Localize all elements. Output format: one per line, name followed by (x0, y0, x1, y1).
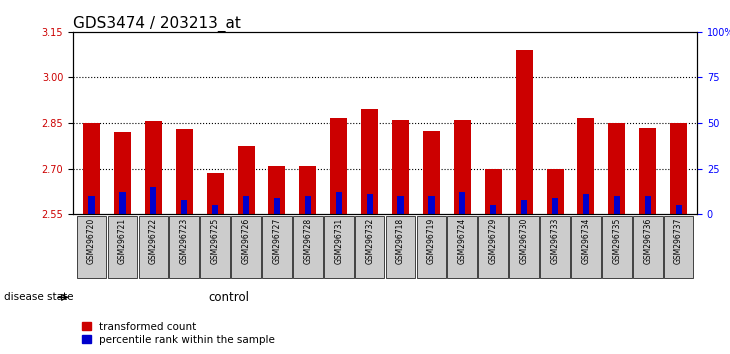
FancyBboxPatch shape (169, 216, 199, 278)
Bar (547, 169, 564, 214)
Bar (299, 166, 316, 214)
Text: GSM296731: GSM296731 (334, 218, 343, 264)
Text: GSM296725: GSM296725 (211, 218, 220, 264)
Bar (212, 205, 218, 214)
FancyBboxPatch shape (602, 216, 631, 278)
Bar (181, 200, 188, 214)
FancyBboxPatch shape (262, 216, 292, 278)
Bar (429, 196, 434, 214)
Text: GSM296737: GSM296737 (674, 218, 683, 264)
Text: GSM296734: GSM296734 (581, 218, 591, 264)
Text: GSM296735: GSM296735 (612, 218, 621, 264)
FancyBboxPatch shape (571, 216, 601, 278)
Bar (88, 196, 95, 214)
FancyBboxPatch shape (385, 216, 415, 278)
Text: GDS3474 / 203213_at: GDS3474 / 203213_at (73, 16, 241, 32)
Text: GSM296723: GSM296723 (180, 218, 189, 264)
FancyBboxPatch shape (77, 216, 107, 278)
Text: GSM296724: GSM296724 (458, 218, 466, 264)
Bar (577, 119, 594, 214)
FancyBboxPatch shape (540, 216, 570, 278)
FancyBboxPatch shape (510, 216, 539, 278)
Bar (119, 192, 126, 214)
Bar (304, 196, 311, 214)
Bar (114, 132, 131, 214)
Text: GSM296728: GSM296728 (304, 218, 312, 264)
Bar (608, 123, 626, 214)
Text: GSM296721: GSM296721 (118, 218, 127, 264)
Bar (515, 50, 533, 214)
Bar (645, 196, 651, 214)
Bar (521, 200, 527, 214)
Bar (237, 146, 255, 214)
FancyBboxPatch shape (447, 216, 477, 278)
Bar (366, 194, 373, 214)
Bar (423, 131, 440, 214)
Bar (485, 169, 502, 214)
Legend: transformed count, percentile rank within the sample: transformed count, percentile rank withi… (78, 317, 279, 349)
Bar (614, 196, 620, 214)
Bar (336, 192, 342, 214)
Bar (552, 198, 558, 214)
FancyBboxPatch shape (478, 216, 508, 278)
Text: disease state: disease state (4, 292, 73, 302)
FancyBboxPatch shape (231, 216, 261, 278)
Bar (397, 196, 404, 214)
Bar (207, 173, 223, 214)
Bar (269, 166, 285, 214)
Bar (274, 198, 280, 214)
Bar (145, 121, 162, 214)
Text: GSM296718: GSM296718 (396, 218, 405, 264)
FancyBboxPatch shape (324, 216, 353, 278)
Bar (639, 127, 656, 214)
Bar (490, 205, 496, 214)
Text: GSM296722: GSM296722 (149, 218, 158, 264)
Bar (454, 120, 471, 214)
Text: GSM296726: GSM296726 (242, 218, 250, 264)
Bar (361, 109, 378, 214)
Bar (392, 120, 409, 214)
Text: LGMD2A: LGMD2A (516, 291, 566, 304)
FancyBboxPatch shape (355, 216, 385, 278)
FancyBboxPatch shape (200, 216, 230, 278)
Text: GSM296729: GSM296729 (488, 218, 498, 264)
Bar (243, 196, 249, 214)
Text: GSM296732: GSM296732 (365, 218, 374, 264)
FancyBboxPatch shape (664, 216, 694, 278)
Text: GSM296733: GSM296733 (550, 218, 559, 264)
Bar (459, 192, 466, 214)
FancyBboxPatch shape (633, 216, 663, 278)
Text: GSM296720: GSM296720 (87, 218, 96, 264)
Bar (330, 119, 347, 214)
Bar (83, 123, 100, 214)
Text: control: control (209, 291, 250, 304)
FancyBboxPatch shape (107, 216, 137, 278)
Text: GSM296730: GSM296730 (520, 218, 529, 264)
Text: GSM296727: GSM296727 (272, 218, 282, 264)
Text: GSM296719: GSM296719 (427, 218, 436, 264)
FancyBboxPatch shape (417, 216, 446, 278)
Bar (176, 129, 193, 214)
FancyBboxPatch shape (139, 216, 168, 278)
FancyBboxPatch shape (293, 216, 323, 278)
Bar (670, 123, 687, 214)
Bar (675, 205, 682, 214)
Text: GSM296736: GSM296736 (643, 218, 652, 264)
Bar (583, 194, 589, 214)
Bar (150, 187, 156, 214)
